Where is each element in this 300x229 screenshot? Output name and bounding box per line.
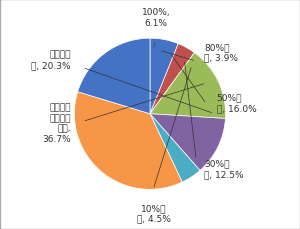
- Text: 80%程
度, 3.9%: 80%程 度, 3.9%: [204, 43, 238, 62]
- Wedge shape: [150, 114, 200, 182]
- Wedge shape: [150, 44, 194, 114]
- Text: 10%程
度, 4.5%: 10%程 度, 4.5%: [137, 203, 171, 222]
- Wedge shape: [150, 53, 226, 119]
- Wedge shape: [150, 39, 178, 114]
- Wedge shape: [74, 92, 182, 189]
- Text: 30%程
度, 12.5%: 30%程 度, 12.5%: [204, 159, 244, 178]
- Text: 100%,
6.1%: 100%, 6.1%: [142, 8, 170, 28]
- Wedge shape: [78, 39, 150, 114]
- Text: 50%程
度, 16.0%: 50%程 度, 16.0%: [217, 93, 256, 113]
- Text: わからな
い, 20.3%: わからな い, 20.3%: [31, 50, 71, 70]
- Wedge shape: [150, 114, 225, 171]
- Text: ほとんど
できてい
ない,
36.7%: ほとんど できてい ない, 36.7%: [42, 103, 71, 143]
